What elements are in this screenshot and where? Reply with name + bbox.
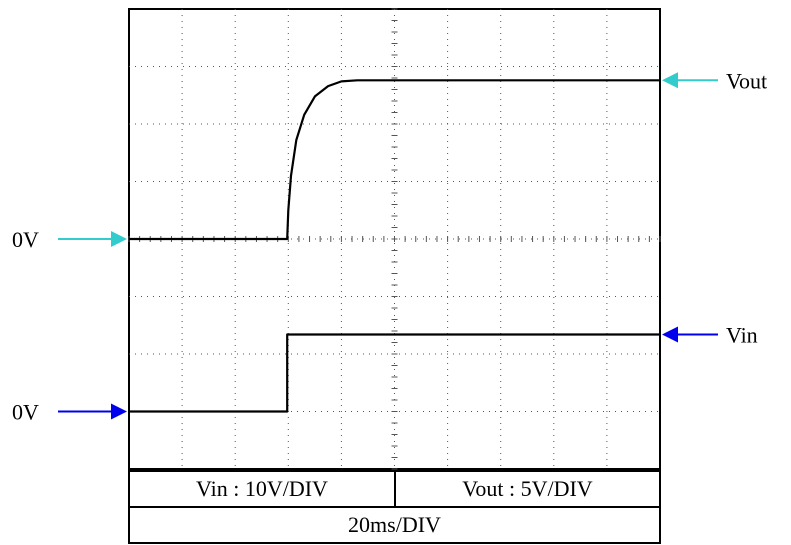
marker-arrow-head <box>662 326 678 343</box>
vout-scale-cell: Vout : 5V/DIV <box>394 470 661 508</box>
trace-vin <box>129 333 660 413</box>
marker-arrow-head <box>111 403 127 420</box>
marker-vin-right: Vin <box>662 322 758 347</box>
marker-label: 0V <box>12 400 39 425</box>
trace-vout <box>129 79 660 241</box>
traces <box>129 79 660 413</box>
marker-0v-left: 0V <box>12 400 127 425</box>
marker-0v-left: 0V <box>12 227 127 252</box>
vout-scale-label: Vout : 5V/DIV <box>462 476 593 501</box>
marker-arrow-head <box>111 231 127 247</box>
marker-arrow-head <box>662 72 678 89</box>
time-scale-label: 20ms/DIV <box>348 512 441 537</box>
marker-vout-right: Vout <box>662 68 767 93</box>
grid <box>128 8 661 470</box>
vin-scale-cell: Vin : 10V/DIV <box>128 470 396 508</box>
marker-label: 0V <box>12 227 39 252</box>
vin-scale-label: Vin : 10V/DIV <box>196 476 328 501</box>
marker-label: Vout <box>726 68 767 93</box>
channel-markers: Vout 0V Vin 0V <box>12 68 767 424</box>
marker-label: Vin <box>726 322 758 347</box>
time-scale-cell: 20ms/DIV <box>128 506 661 544</box>
